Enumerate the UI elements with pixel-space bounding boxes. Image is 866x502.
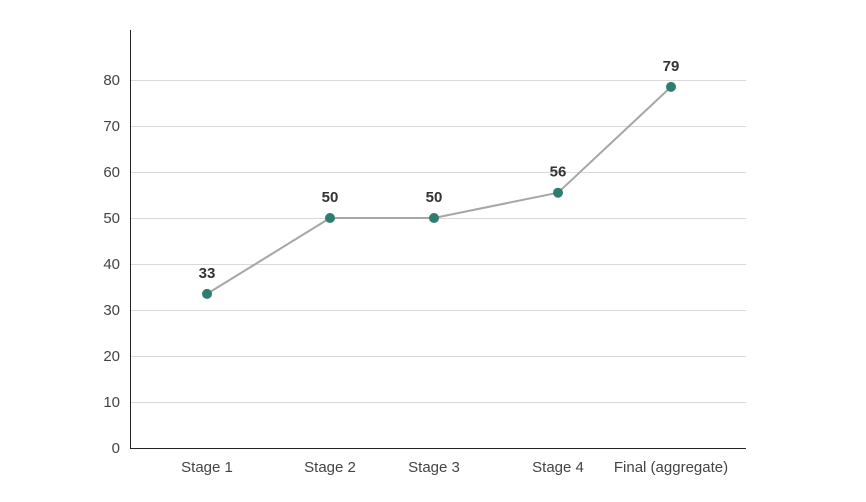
y-tick-label: 10 — [103, 394, 120, 411]
data-point — [666, 81, 676, 92]
data-label: 50 — [322, 189, 339, 206]
x-tick-label: Stage 3 — [408, 459, 460, 476]
y-tick-label: 20 — [103, 348, 120, 365]
x-tick-label: Stage 4 — [532, 459, 584, 476]
data-point — [325, 213, 335, 223]
x-tick-label: Stage 2 — [304, 459, 356, 476]
data-point — [202, 288, 212, 299]
data-labels: 33 50 50 56 79 — [199, 58, 680, 282]
data-point — [429, 213, 439, 223]
y-tick-label: 0 — [112, 440, 120, 457]
data-point — [553, 187, 563, 198]
y-tick-label: 50 — [103, 210, 120, 227]
gridlines — [130, 80, 746, 403]
data-label: 79 — [663, 58, 680, 75]
y-tick-label: 80 — [103, 72, 120, 89]
y-tick-label: 60 — [103, 164, 120, 181]
y-axis-ticks: 0 10 20 30 40 50 60 70 80 — [103, 72, 120, 457]
y-tick-label: 30 — [103, 302, 120, 319]
series — [202, 81, 676, 299]
data-label: 50 — [426, 189, 443, 206]
x-axis-ticks: Stage 1 Stage 2 Stage 3 Stage 4 Final (aggre… — [181, 459, 728, 476]
x-tick-label: Stage 1 — [181, 459, 233, 476]
y-tick-label: 70 — [103, 118, 120, 135]
data-label: 33 — [199, 265, 216, 282]
data-label: 56 — [550, 164, 567, 181]
y-tick-label: 40 — [103, 256, 120, 273]
x-tick-label: Final (aggregate) — [614, 459, 728, 476]
